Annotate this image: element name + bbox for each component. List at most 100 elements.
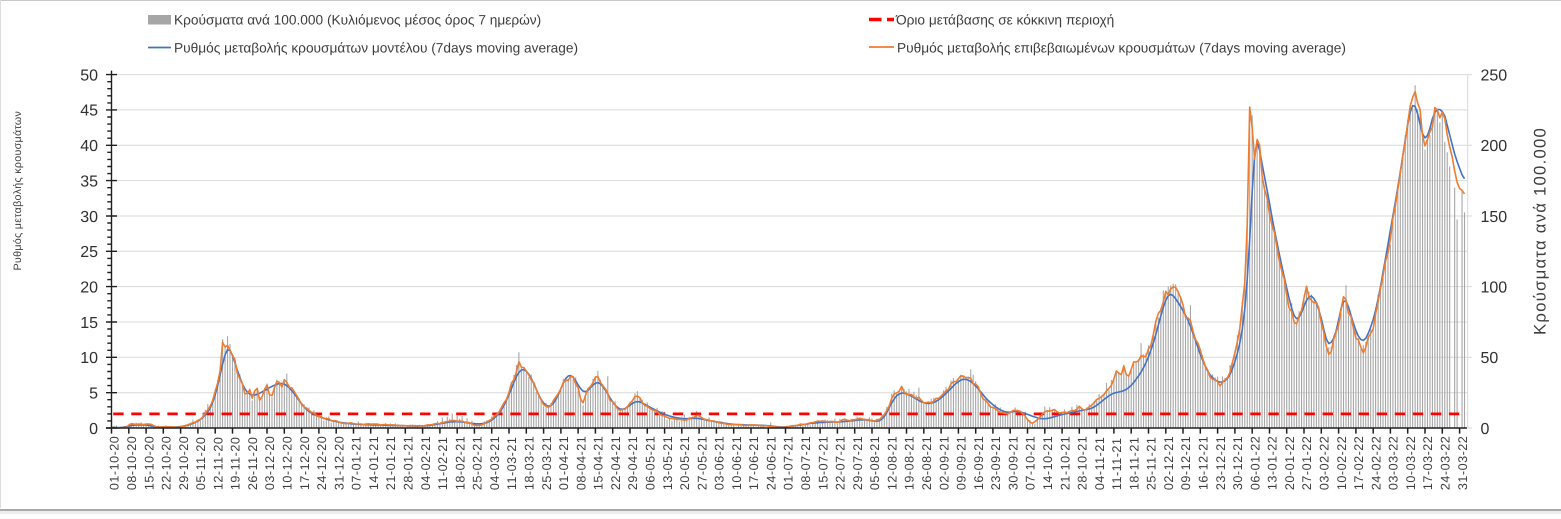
svg-text:16-09-21: 16-09-21 <box>972 436 986 490</box>
svg-text:25-11-21: 25-11-21 <box>1145 437 1159 490</box>
svg-text:30: 30 <box>80 209 98 226</box>
svg-text:15-10-20: 15-10-20 <box>142 436 156 490</box>
svg-text:08-10-20: 08-10-20 <box>125 436 139 490</box>
svg-text:18-02-21: 18-02-21 <box>453 436 467 490</box>
svg-text:27-05-21: 27-05-21 <box>695 436 709 490</box>
svg-text:50: 50 <box>80 67 98 84</box>
svg-text:07-10-21: 07-10-21 <box>1024 436 1038 490</box>
svg-text:15: 15 <box>80 315 98 332</box>
svg-text:24-12-20: 24-12-20 <box>315 436 329 490</box>
svg-text:35: 35 <box>80 173 98 190</box>
svg-text:5: 5 <box>89 386 98 403</box>
svg-text:19-08-21: 19-08-21 <box>903 436 917 490</box>
svg-text:11-03-21: 11-03-21 <box>505 437 519 490</box>
svg-text:24-06-21: 24-06-21 <box>765 436 779 490</box>
svg-text:04-02-21: 04-02-21 <box>419 436 433 490</box>
svg-text:03-02-22: 03-02-22 <box>1318 436 1332 490</box>
svg-text:31-03-22: 31-03-22 <box>1456 436 1470 490</box>
svg-text:17-03-22: 17-03-22 <box>1421 436 1435 490</box>
svg-text:12-08-21: 12-08-21 <box>885 436 899 490</box>
svg-text:15-04-21: 15-04-21 <box>592 436 606 490</box>
svg-text:Όριο μετάβασης σε κόκκινη περι: Όριο μετάβασης σε κόκκινη περιοχή <box>895 13 1114 28</box>
svg-text:08-07-21: 08-07-21 <box>799 436 813 490</box>
svg-text:Ρυθμός μεταβολής κρουσμάτων μο: Ρυθμός μεταβολής κρουσμάτων μοντέλου (7d… <box>174 41 578 56</box>
svg-text:07-01-21: 07-01-21 <box>350 436 364 490</box>
svg-text:21-01-21: 21-01-21 <box>384 436 398 490</box>
svg-text:50: 50 <box>1481 350 1499 367</box>
svg-text:04-03-21: 04-03-21 <box>488 436 502 490</box>
svg-text:40: 40 <box>80 138 98 155</box>
svg-text:19-11-20: 19-11-20 <box>229 437 243 490</box>
svg-text:27-01-22: 27-01-22 <box>1300 436 1314 490</box>
svg-text:250: 250 <box>1481 67 1508 84</box>
svg-text:18-03-21: 18-03-21 <box>523 436 537 490</box>
svg-text:15-07-21: 15-07-21 <box>816 436 830 490</box>
svg-text:22-07-21: 22-07-21 <box>834 436 848 490</box>
svg-text:Κρούσματα ανά 100.000: Κρούσματα ανά 100.000 <box>1531 127 1550 335</box>
svg-text:08-04-21: 08-04-21 <box>574 436 588 490</box>
svg-text:21-10-21: 21-10-21 <box>1058 436 1072 490</box>
svg-text:01-07-21: 01-07-21 <box>782 436 796 490</box>
svg-text:01-10-20: 01-10-20 <box>108 436 122 490</box>
svg-text:10-03-22: 10-03-22 <box>1404 436 1418 490</box>
svg-text:18-11-21: 18-11-21 <box>1127 437 1141 490</box>
svg-text:04-11-21: 04-11-21 <box>1093 437 1107 490</box>
svg-text:31-12-20: 31-12-20 <box>332 436 346 490</box>
svg-text:Κρούσματα ανά 100.000 (Κυλιόμε: Κρούσματα ανά 100.000 (Κυλιόμενος μέσος … <box>174 13 541 28</box>
svg-text:16-12-21: 16-12-21 <box>1197 436 1211 490</box>
svg-text:12-11-20: 12-11-20 <box>211 437 225 490</box>
svg-text:03-12-20: 03-12-20 <box>263 436 277 490</box>
svg-text:26-11-20: 26-11-20 <box>246 437 260 490</box>
svg-text:22-04-21: 22-04-21 <box>609 436 623 490</box>
svg-text:0: 0 <box>89 421 98 438</box>
svg-text:03-03-22: 03-03-22 <box>1387 436 1401 490</box>
svg-text:14-10-21: 14-10-21 <box>1041 436 1055 490</box>
svg-text:06-01-22: 06-01-22 <box>1248 436 1262 490</box>
svg-text:10-06-21: 10-06-21 <box>730 436 744 490</box>
svg-text:30-09-21: 30-09-21 <box>1006 436 1020 490</box>
svg-text:23-09-21: 23-09-21 <box>989 436 1003 490</box>
svg-text:02-09-21: 02-09-21 <box>937 436 951 490</box>
svg-text:0: 0 <box>1481 421 1490 438</box>
svg-text:20-05-21: 20-05-21 <box>678 436 692 490</box>
svg-text:10: 10 <box>80 350 98 367</box>
svg-text:17-02-22: 17-02-22 <box>1352 436 1366 490</box>
svg-text:23-12-21: 23-12-21 <box>1214 436 1228 490</box>
svg-text:01-04-21: 01-04-21 <box>557 436 571 490</box>
svg-text:13-05-21: 13-05-21 <box>661 436 675 490</box>
svg-text:28-01-21: 28-01-21 <box>402 436 416 490</box>
svg-text:10-02-22: 10-02-22 <box>1335 436 1349 490</box>
svg-text:100: 100 <box>1481 279 1508 296</box>
svg-text:14-01-21: 14-01-21 <box>367 436 381 490</box>
svg-text:25-03-21: 25-03-21 <box>540 436 554 490</box>
svg-text:17-06-21: 17-06-21 <box>747 436 761 490</box>
svg-text:26-08-21: 26-08-21 <box>920 436 934 490</box>
svg-text:05-11-20: 05-11-20 <box>194 437 208 490</box>
svg-text:25: 25 <box>80 244 98 261</box>
svg-text:30-12-21: 30-12-21 <box>1231 436 1245 490</box>
svg-text:24-02-22: 24-02-22 <box>1369 436 1383 490</box>
svg-text:20: 20 <box>80 279 98 296</box>
svg-text:22-10-20: 22-10-20 <box>160 436 174 490</box>
svg-text:Ρυθμός μεταβολής κρουσμάτων: Ρυθμός μεταβολής κρουσμάτων <box>12 111 24 271</box>
svg-text:29-10-20: 29-10-20 <box>177 436 191 490</box>
svg-text:200: 200 <box>1481 138 1508 155</box>
svg-text:25-02-21: 25-02-21 <box>471 436 485 490</box>
svg-text:28-10-21: 28-10-21 <box>1076 436 1090 490</box>
svg-text:45: 45 <box>80 103 98 120</box>
svg-text:09-09-21: 09-09-21 <box>955 436 969 490</box>
svg-text:11-02-21: 11-02-21 <box>436 437 450 490</box>
svg-text:06-05-21: 06-05-21 <box>644 436 658 490</box>
svg-text:Ρυθμός μεταβολής επιβεβαιωμένω: Ρυθμός μεταβολής επιβεβαιωμένων κρουσμάτ… <box>897 41 1346 56</box>
svg-text:20-01-22: 20-01-22 <box>1283 436 1297 490</box>
svg-text:24-03-22: 24-03-22 <box>1439 436 1453 490</box>
svg-text:17-12-20: 17-12-20 <box>298 436 312 490</box>
svg-text:29-04-21: 29-04-21 <box>626 436 640 490</box>
svg-text:02-12-21: 02-12-21 <box>1162 436 1176 490</box>
svg-text:150: 150 <box>1481 209 1508 226</box>
svg-text:03-06-21: 03-06-21 <box>713 436 727 490</box>
svg-text:13-01-22: 13-01-22 <box>1266 436 1280 490</box>
svg-text:05-08-21: 05-08-21 <box>868 436 882 490</box>
svg-text:11-11-21: 11-11-21 <box>1110 438 1124 491</box>
svg-text:29-07-21: 29-07-21 <box>851 436 865 490</box>
